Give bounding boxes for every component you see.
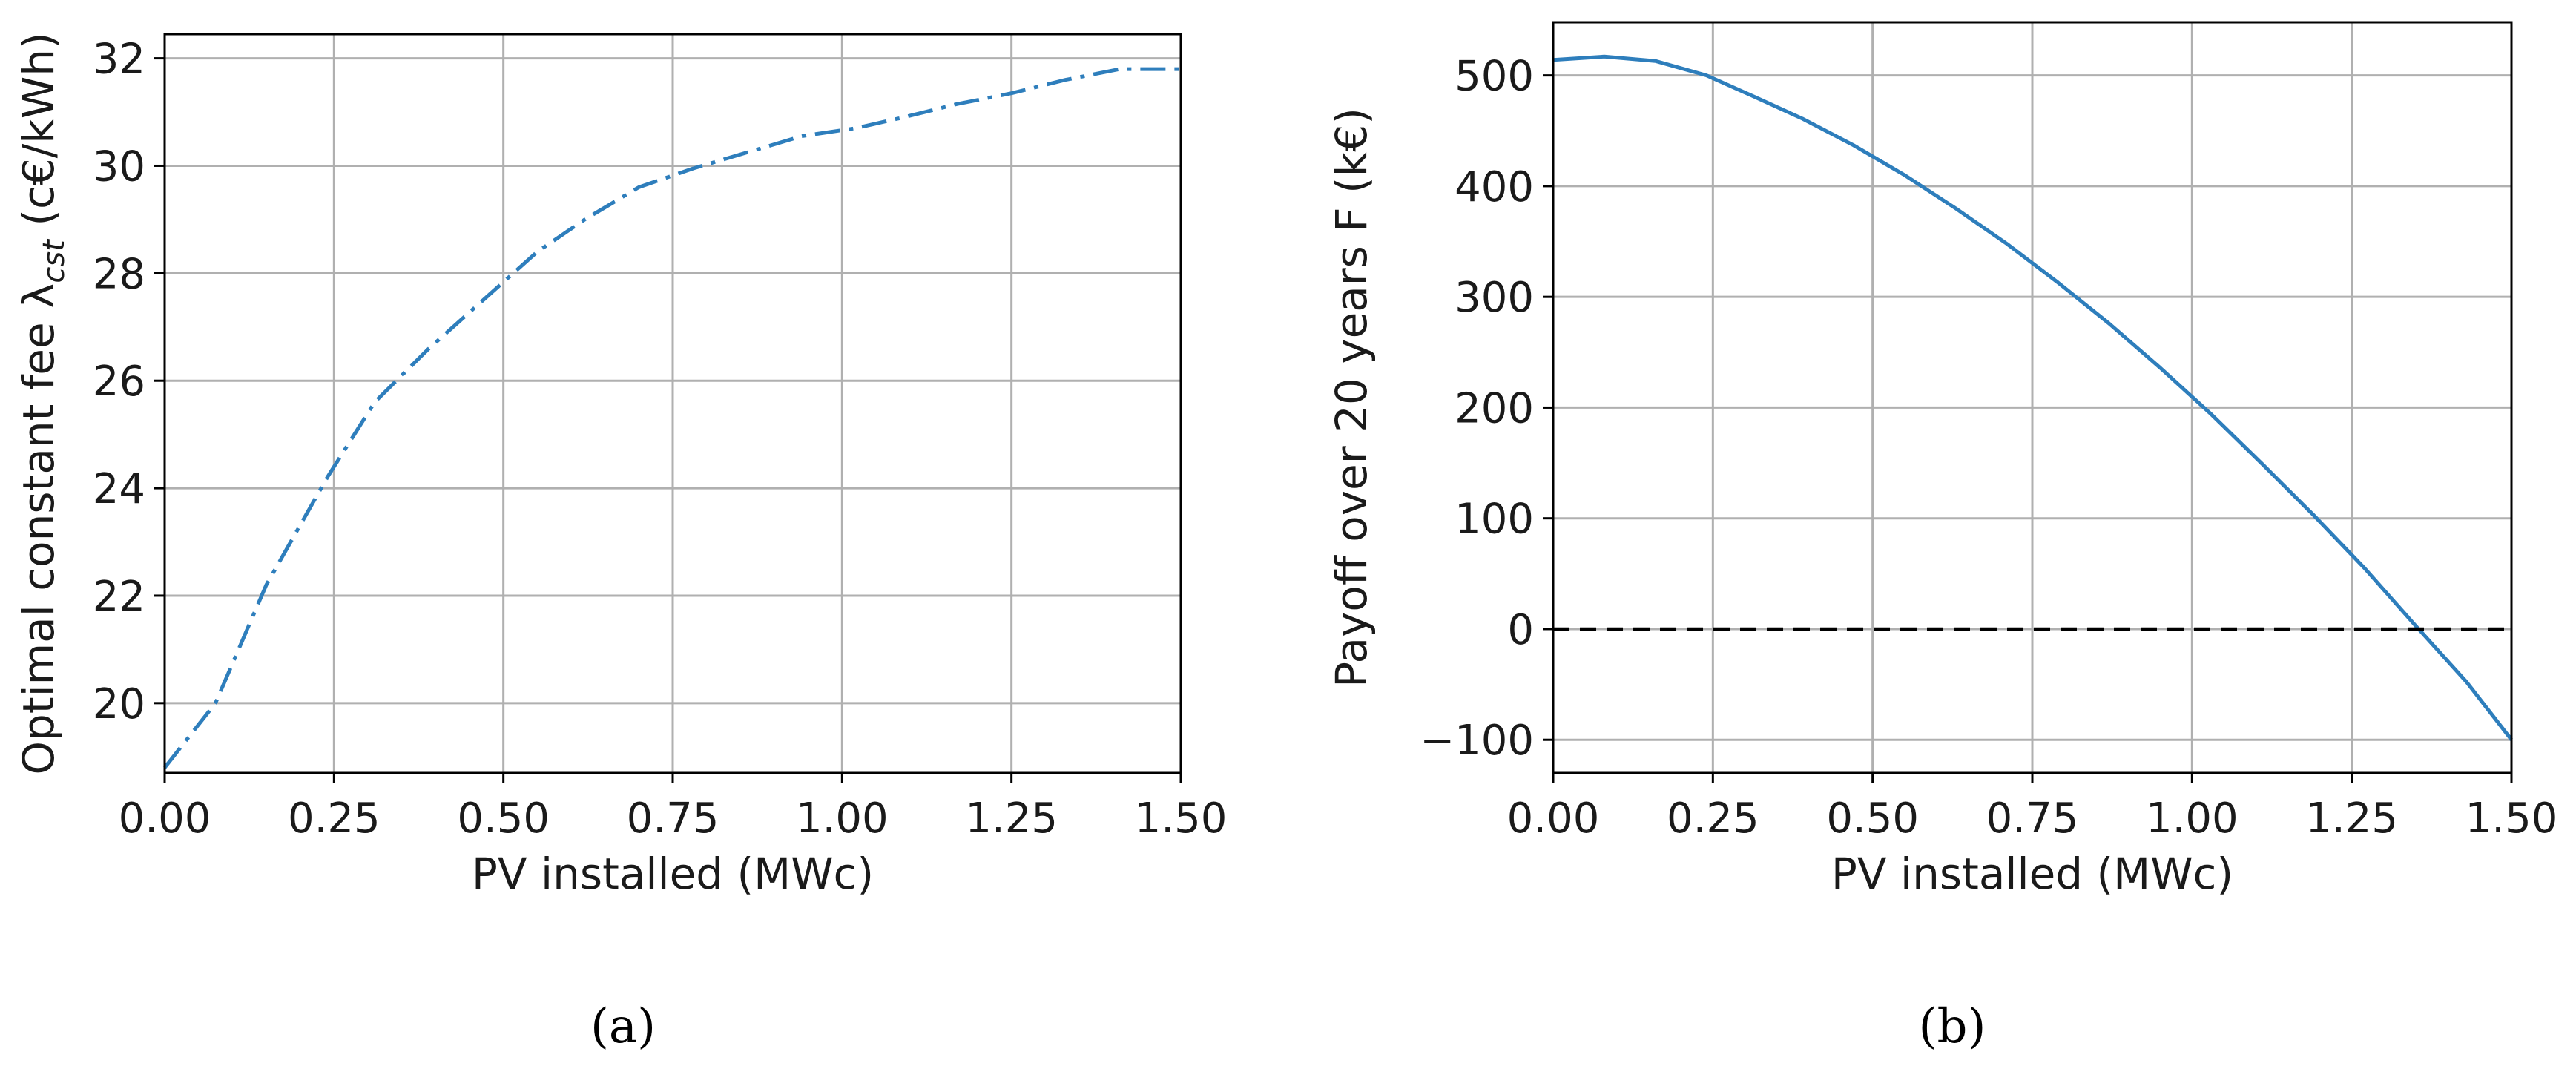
chart-panel-a: 0.00 0.25 0.50 0.75 1.00 1.25 1.50 20 22 24 26 28 30… [13, 32, 1227, 1054]
grid-a [163, 34, 1182, 773]
y-tick-label: 0 [1507, 606, 1534, 654]
y-tick-label: 200 [1455, 384, 1534, 432]
x-tick-label: 1.50 [2465, 794, 2558, 843]
y-axis-label-a-unit: (c€/kWh) [13, 32, 64, 240]
x-tick-label: 1.25 [965, 794, 1058, 843]
y-tick-label: 28 [93, 250, 145, 298]
x-tick-label: 0.25 [1667, 794, 1759, 843]
y-tick-label: −100 [1420, 717, 1534, 765]
y-tick-label: 300 [1455, 274, 1534, 322]
x-tick-label: 1.00 [2146, 794, 2239, 843]
series-line-1 [1552, 54, 2513, 741]
series-group-b [1552, 54, 2513, 741]
y-tick-label: 20 [93, 680, 145, 728]
y-axis-label-a: Optimal constant fee λcst (c€/kWh) [13, 32, 71, 774]
y-tick-label: 32 [93, 36, 145, 84]
grid-b [1552, 22, 2513, 773]
y-tick-label: 22 [93, 573, 145, 621]
y-tick-label: 100 [1455, 496, 1534, 544]
panel-label-b: (b) [1919, 999, 1986, 1054]
y-axis-label-a-main: Optimal constant fee λ [13, 283, 64, 775]
y-tick-label: 30 [93, 142, 145, 191]
x-tick-label: 0.00 [119, 794, 211, 843]
series-line-1 [163, 67, 1181, 769]
y-tick-label: 400 [1455, 163, 1534, 211]
x-tick-label: 0.50 [1826, 794, 1919, 843]
y-tick-label: 500 [1455, 53, 1534, 101]
chart-panel-b: 0.00 0.25 0.50 0.75 1.00 1.25 1.50 −100 0 100 200 3… [1326, 21, 2557, 1054]
panel-label-a: (a) [590, 999, 656, 1054]
y-axis-label-a-subscript: cst [37, 239, 71, 283]
x-tick-label: 1.00 [796, 794, 889, 843]
x-tick-label: 0.25 [288, 794, 381, 843]
x-tick-label: 0.75 [1986, 794, 2079, 843]
x-axis-label-a: PV installed (MWc) [472, 849, 874, 899]
y-tick-label: 26 [93, 358, 145, 406]
series-group-a [163, 67, 1181, 769]
x-tick-label: 0.50 [457, 794, 550, 843]
x-tick-label: 1.25 [2305, 794, 2398, 843]
x-tick-label: 0.00 [1507, 794, 1600, 843]
y-tick-label: 24 [93, 465, 145, 513]
ticks-b: 0.00 0.25 0.50 0.75 1.00 1.25 1.50 −100 0 100 200 3… [1420, 53, 2557, 843]
ticks-a: 0.00 0.25 0.50 0.75 1.00 1.25 1.50 20 22 24 26 28 30… [93, 36, 1228, 843]
x-tick-label: 0.75 [627, 794, 719, 843]
x-tick-label: 1.50 [1135, 794, 1228, 843]
x-axis-label-b: PV installed (MWc) [1831, 849, 2233, 899]
y-axis-label-b: Payoff over 20 years F (k€) [1326, 108, 1377, 688]
